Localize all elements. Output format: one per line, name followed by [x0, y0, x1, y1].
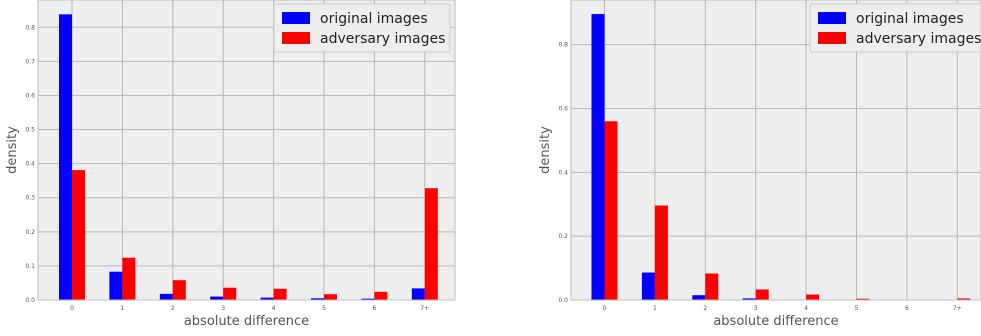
legend-swatch — [818, 32, 846, 44]
y-tick-label: 0.5 — [25, 127, 35, 134]
y-tick-label: 0.2 — [558, 233, 568, 240]
bar-adversary — [605, 121, 618, 300]
x-axis-label: absolute difference — [713, 314, 838, 329]
x-tick-label: 1 — [653, 305, 657, 312]
bar-adversary — [806, 295, 819, 300]
y-tick-label: 0.8 — [25, 24, 35, 31]
bar-original — [59, 14, 72, 300]
y-tick-label: 0.4 — [558, 169, 568, 176]
x-tick-label: 7+ — [953, 305, 962, 312]
legend-swatch — [282, 12, 310, 24]
y-tick-label: 0.7 — [25, 58, 35, 65]
legend: original images adversary images — [274, 4, 450, 52]
bar-adversary — [705, 274, 718, 300]
bar-adversary — [756, 289, 769, 300]
y-tick-label: 0.3 — [25, 195, 35, 202]
bar-original — [412, 288, 425, 300]
legend-label: original images — [856, 11, 964, 27]
bar-adversary — [274, 289, 287, 300]
y-tick-label: 0.0 — [25, 297, 35, 304]
bar-adversary — [72, 170, 85, 300]
x-tick-label: 5 — [855, 305, 859, 312]
bar-adversary — [324, 294, 337, 300]
bar-adversary — [122, 258, 135, 300]
bar-adversary — [425, 188, 438, 300]
y-axis-label: density — [538, 126, 553, 174]
chart-panel-1: 0.0 0.1 0.2 0.3 0.4 0.5 0.6 0.7 0.8 0 1 2 3 4 5 6 7+ abso… — [5, 0, 455, 329]
legend-label: original images — [320, 11, 428, 27]
bar-adversary — [655, 206, 668, 300]
chart-panel-2: 0.0 0.2 0.4 0.6 0.8 0 1 2 3 4 5 6 7+ absolute differe… — [538, 0, 981, 329]
x-tick-label: 6 — [905, 305, 909, 312]
y-axis-label: density — [5, 126, 20, 174]
y-tick-label: 0.1 — [25, 263, 35, 270]
y-tick-label: 0.0 — [558, 297, 568, 304]
x-tick-label: 1 — [120, 305, 124, 312]
x-axis-label: absolute difference — [184, 314, 309, 329]
x-tick-label: 4 — [272, 305, 276, 312]
bar-adversary — [223, 288, 236, 300]
x-tick-label: 7+ — [420, 305, 429, 312]
x-tick-label: 0 — [70, 305, 74, 312]
y-tick-label: 0.6 — [25, 92, 35, 99]
legend-swatch — [818, 12, 846, 24]
bar-original — [592, 14, 605, 300]
bar-adversary — [173, 280, 186, 300]
y-tick-label: 0.8 — [558, 42, 568, 49]
x-tick-label: 5 — [322, 305, 326, 312]
bar-original — [109, 272, 122, 300]
bar-original — [160, 294, 173, 300]
y-tick-label: 0.6 — [558, 106, 568, 113]
x-tick-label: 3 — [221, 305, 225, 312]
bar-original — [642, 273, 655, 300]
x-tick-label: 4 — [804, 305, 808, 312]
bar-original — [692, 295, 705, 300]
legend-label: adversary images — [856, 31, 981, 47]
bar-original — [210, 297, 223, 300]
legend-swatch — [282, 32, 310, 44]
x-tick-label: 3 — [754, 305, 758, 312]
x-tick-label: 2 — [171, 305, 175, 312]
bar-adversary — [374, 292, 387, 300]
y-tick-label: 0.2 — [25, 229, 35, 236]
x-tick-label: 6 — [372, 305, 376, 312]
legend-label: adversary images — [320, 31, 445, 47]
y-tick-label: 0.4 — [25, 161, 35, 168]
x-tick-label: 2 — [703, 305, 707, 312]
legend: original images adversary images — [810, 4, 981, 52]
x-tick-label: 0 — [603, 305, 607, 312]
